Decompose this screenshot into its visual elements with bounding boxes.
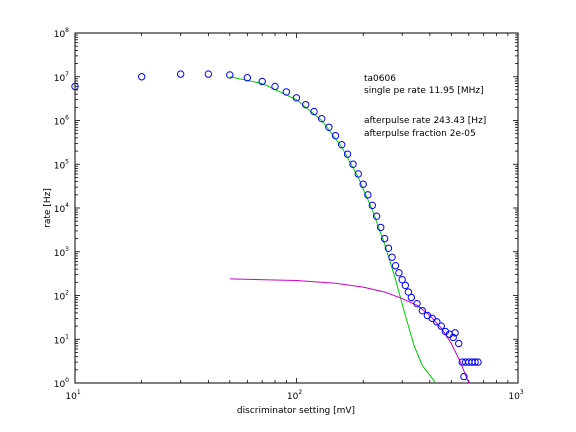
data-point bbox=[404, 288, 413, 296]
y-tick-exponent: 4 bbox=[65, 202, 69, 209]
data-point bbox=[368, 201, 377, 210]
y-tick-exponent: 2 bbox=[65, 290, 69, 297]
data-point bbox=[471, 358, 479, 366]
data-point bbox=[204, 70, 213, 78]
data-point bbox=[395, 269, 403, 277]
data-point bbox=[388, 253, 396, 261]
data-point bbox=[460, 372, 468, 381]
y-tick-exponent: 8 bbox=[65, 27, 69, 34]
y-tick-exponent: 1 bbox=[65, 333, 69, 340]
y-tick-exponent: 7 bbox=[65, 71, 69, 78]
data-point bbox=[243, 74, 252, 82]
annotation-run-id: ta0606 bbox=[364, 74, 396, 84]
curve-series-1 bbox=[229, 76, 437, 384]
data-point bbox=[343, 150, 352, 158]
x-axis-label: discriminator setting [mV] bbox=[237, 406, 355, 416]
annotation-single-pe-rate: single pe rate 11.95 [MHz] bbox=[364, 86, 484, 96]
x-tick-label: 102 bbox=[287, 389, 302, 402]
data-point bbox=[418, 306, 427, 315]
fit-curves bbox=[229, 76, 470, 384]
y-tick-label: 106 bbox=[54, 115, 69, 128]
data-point bbox=[271, 82, 279, 91]
data-point bbox=[451, 329, 459, 337]
data-point bbox=[380, 234, 389, 243]
y-tick-exponent: 6 bbox=[65, 115, 69, 122]
data-point bbox=[176, 70, 185, 78]
data-point bbox=[226, 71, 234, 79]
data-point bbox=[372, 212, 381, 220]
data-point bbox=[359, 180, 367, 188]
data-point bbox=[474, 358, 482, 366]
y-tick-label: 105 bbox=[54, 158, 69, 171]
data-point bbox=[401, 281, 410, 290]
data-point bbox=[384, 244, 393, 252]
data-point bbox=[318, 114, 326, 123]
y-tick-exponent: 5 bbox=[65, 158, 69, 165]
data-point bbox=[364, 191, 372, 199]
data-point bbox=[449, 333, 457, 342]
x-tick-exponent: 2 bbox=[298, 389, 302, 396]
data-point bbox=[354, 170, 362, 178]
data-point bbox=[71, 82, 79, 91]
data-point bbox=[428, 314, 436, 323]
x-tick-label: 101 bbox=[65, 389, 80, 402]
data-point bbox=[331, 131, 340, 140]
annotation-afterpulse-rate: afterpulse rate 243.43 [Hz] bbox=[364, 116, 486, 126]
data-point bbox=[282, 88, 291, 96]
x-tick-exponent: 3 bbox=[520, 389, 524, 396]
y-tick-exponent: 3 bbox=[65, 246, 69, 253]
data-point bbox=[377, 223, 385, 232]
curve-series-2 bbox=[229, 278, 470, 384]
data-point bbox=[338, 140, 346, 149]
y-tick-label: 108 bbox=[54, 27, 69, 40]
y-tick-label: 100 bbox=[54, 377, 69, 390]
y-tick-label: 101 bbox=[54, 333, 69, 346]
data-point bbox=[455, 339, 463, 348]
annotation-afterpulse-fraction: afterpulse fraction 2e-05 bbox=[364, 129, 476, 139]
data-point bbox=[310, 107, 318, 116]
x-tick-exponent: 1 bbox=[77, 389, 81, 396]
y-tick-exponent: 0 bbox=[65, 377, 69, 384]
y-tick-label: 107 bbox=[54, 71, 69, 84]
data-point bbox=[349, 160, 357, 168]
y-tick-label: 104 bbox=[54, 202, 69, 215]
data-point bbox=[398, 275, 406, 284]
x-tick-label: 103 bbox=[508, 389, 523, 402]
data-points bbox=[71, 70, 482, 381]
tick-marks bbox=[74, 33, 518, 384]
data-point bbox=[413, 299, 421, 308]
data-point bbox=[258, 77, 266, 86]
data-point bbox=[433, 318, 441, 326]
data-point bbox=[137, 73, 146, 81]
data-point bbox=[407, 293, 416, 302]
y-axis-label: rate [Hz] bbox=[43, 188, 53, 228]
data-point bbox=[391, 262, 400, 270]
y-tick-label: 102 bbox=[54, 290, 69, 303]
data-point bbox=[301, 100, 310, 109]
y-tick-label: 103 bbox=[54, 246, 69, 259]
data-point bbox=[437, 322, 445, 330]
data-point bbox=[292, 94, 301, 102]
data-point bbox=[325, 123, 333, 131]
